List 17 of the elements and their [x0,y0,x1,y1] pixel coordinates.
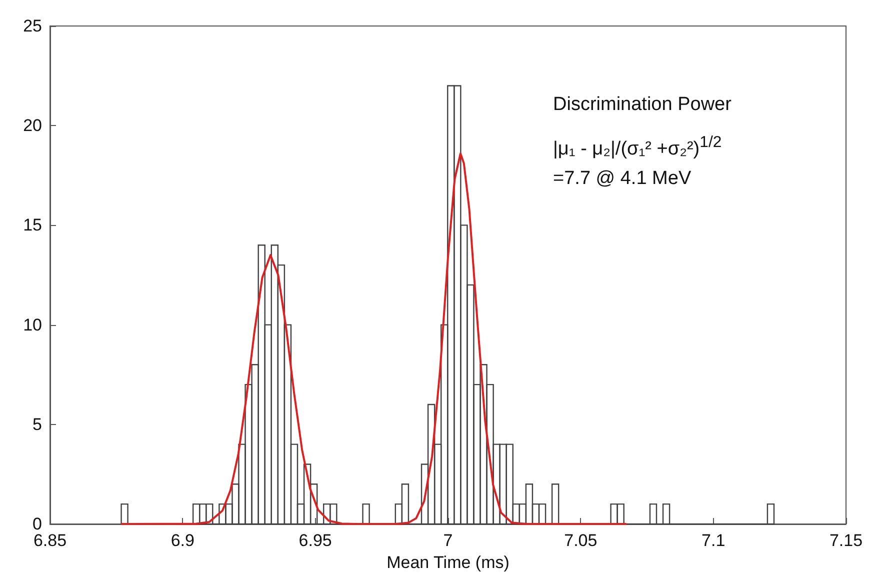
x-tick-label: 7 [443,531,453,550]
x-tick-label: 6.9 [170,531,194,550]
x-tick-label: 6.95 [298,531,332,550]
y-tick-label: 0 [32,514,42,534]
x-tick-label: 7.15 [829,531,863,550]
y-tick-label: 10 [23,315,42,334]
x-tick-label: 7.1 [702,531,726,550]
y-tick-label: 15 [23,216,42,235]
annotation: =7.7 @ 4.1 MeV [553,167,692,192]
y-tick-label: 25 [23,16,42,36]
annotation: |μ₁ - μ₂|/(σ₁² +σ₂²)$^{1/2}$ [553,133,723,162]
y-tick-label: 20 [23,116,42,136]
x-tick-label: 7.05 [564,531,598,550]
annotation: Discrimination Power [553,93,732,117]
x-tick-label: 6.85 [33,531,67,550]
y-tick-label: 5 [32,414,42,434]
x-axis-title: Mean Time (ms) [386,553,510,572]
